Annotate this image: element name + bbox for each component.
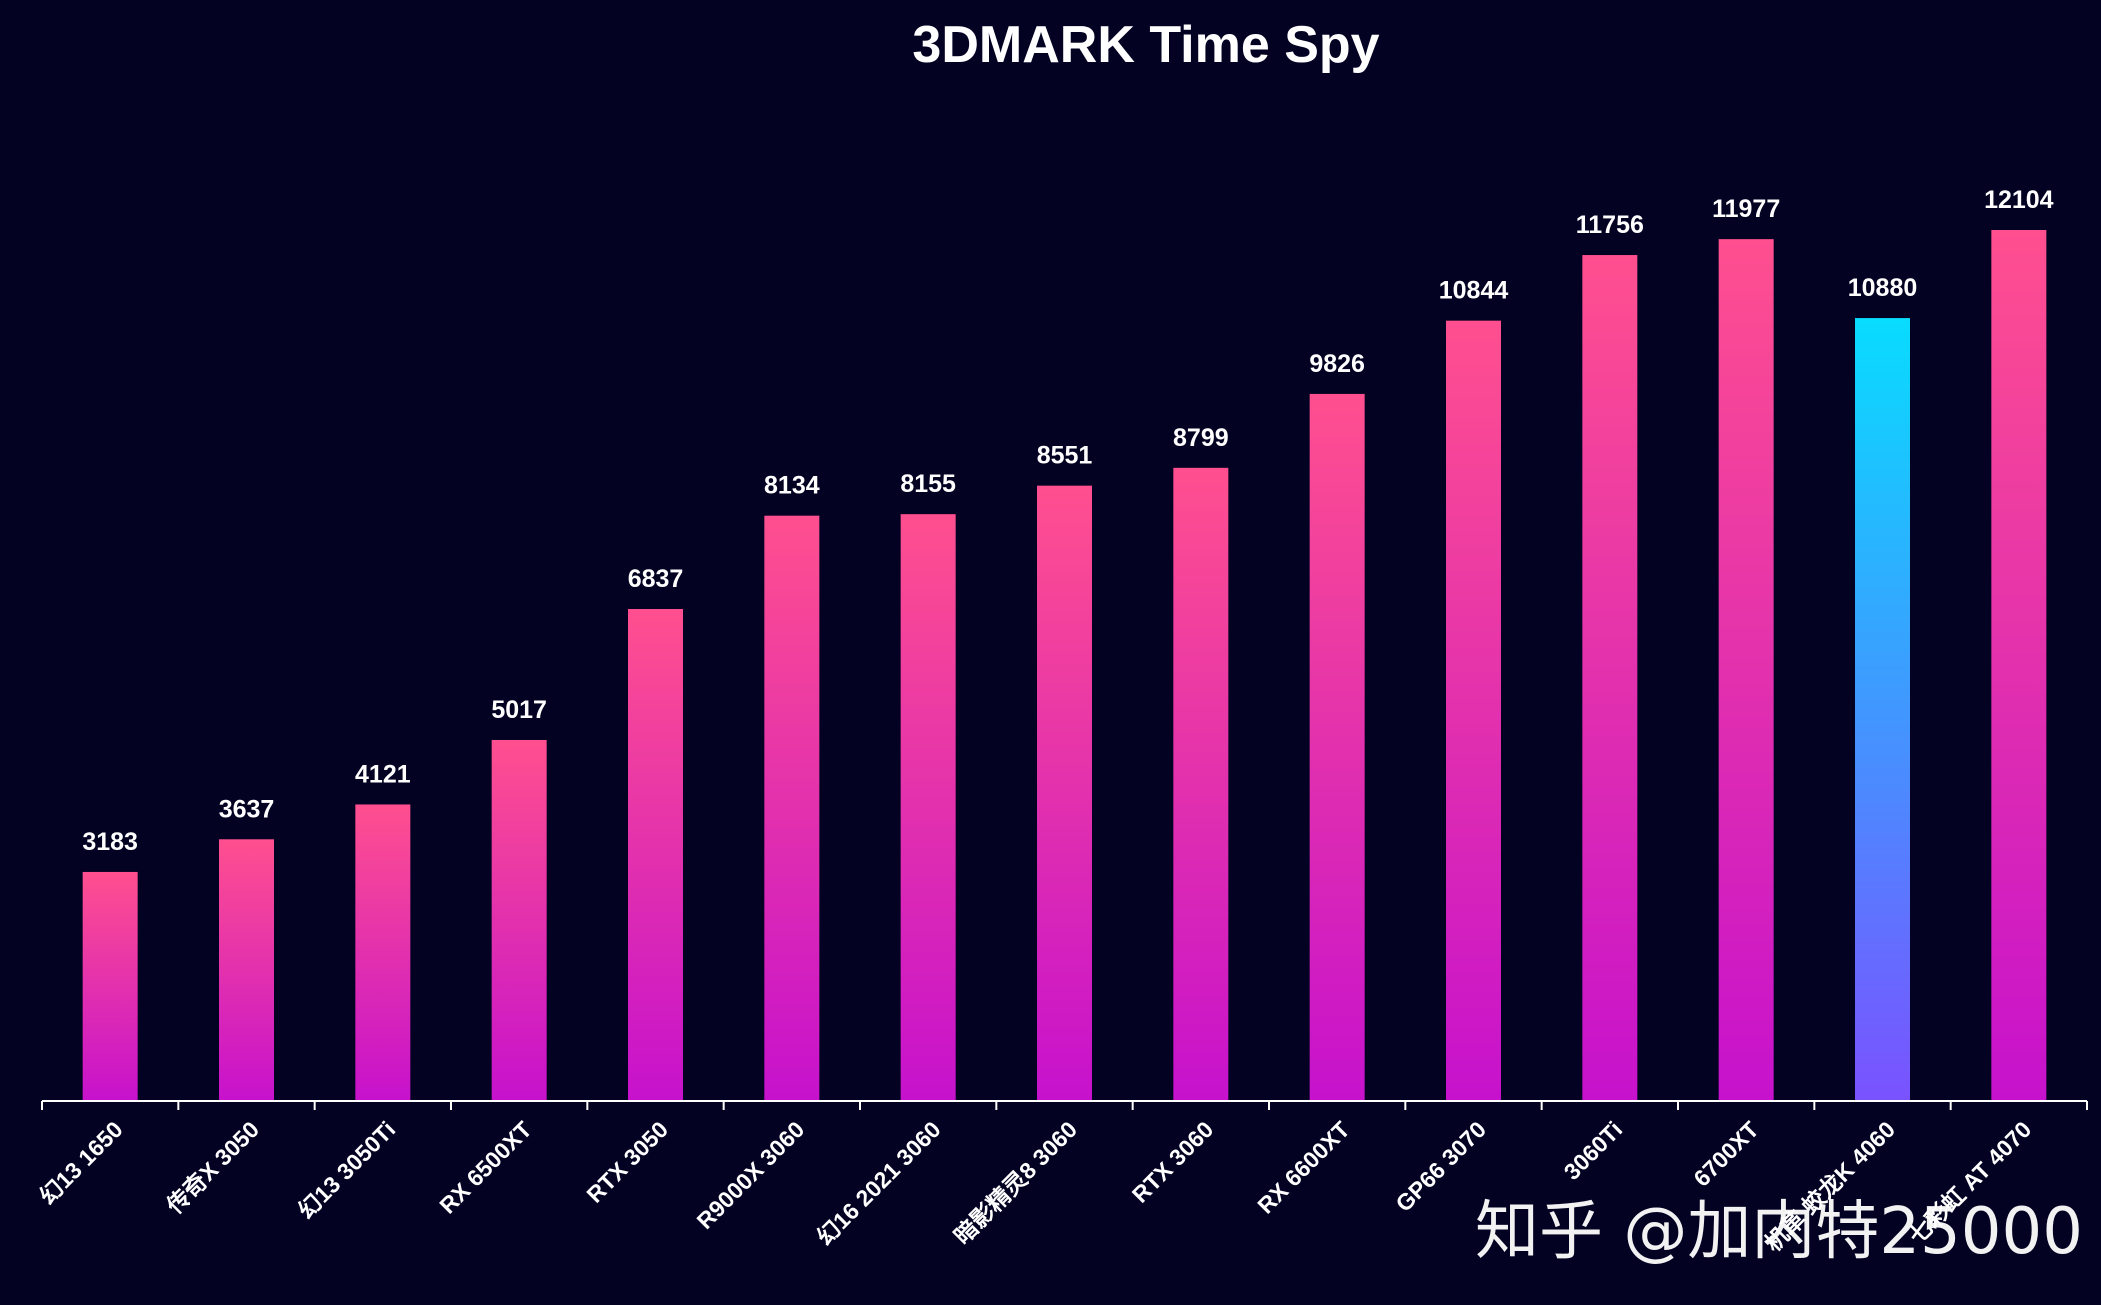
- data-label: 3183: [82, 828, 138, 856]
- x-axis-ticks: [41, 1101, 2088, 1110]
- bar: [355, 804, 411, 1101]
- bar: [1991, 230, 2047, 1101]
- category-label: RTX 3060: [1127, 1116, 1219, 1208]
- bars-group: [82, 230, 2047, 1102]
- bar: [1309, 393, 1365, 1101]
- bar: [491, 739, 547, 1101]
- data-label: 5017: [491, 696, 547, 724]
- bar: [1582, 255, 1638, 1101]
- data-label: 8155: [900, 470, 956, 498]
- data-label: 12104: [1984, 186, 2054, 214]
- category-label: 3060Ti: [1559, 1116, 1628, 1185]
- data-label: 9826: [1309, 350, 1365, 378]
- data-label: 8799: [1173, 424, 1229, 452]
- bar: [628, 609, 683, 1101]
- data-label: 8551: [1037, 442, 1093, 470]
- category-label: 幻13 3050Ti: [293, 1116, 401, 1224]
- category-label: 幻16 2021 3060: [812, 1116, 946, 1250]
- data-label: 11977: [1712, 195, 1780, 223]
- category-label: RX 6600XT: [1252, 1116, 1354, 1218]
- data-label: 10844: [1439, 277, 1509, 305]
- category-label: 传奇X 3050: [161, 1116, 264, 1219]
- category-label: 暗影精灵8 3060: [949, 1116, 1082, 1249]
- data-label: 11756: [1576, 211, 1644, 239]
- data-label: 8134: [764, 472, 820, 500]
- bar: [1037, 485, 1092, 1102]
- category-label: RX 6500XT: [434, 1116, 536, 1218]
- category-label: 幻13 1650: [34, 1116, 127, 1209]
- chart-title: 3DMARK Time Spy: [912, 16, 1379, 74]
- bar: [1173, 467, 1229, 1101]
- bar: [219, 839, 274, 1101]
- bar: [1855, 318, 1910, 1102]
- watermark: 知乎 @加内特25000: [1475, 1195, 2083, 1269]
- bar: [82, 871, 138, 1101]
- value-labels-group: 3183 3637 4121 5017 6837 8134 8155 8551 8799 9826…: [82, 186, 2053, 856]
- category-label: RTX 3050: [581, 1116, 673, 1208]
- bar: [1718, 239, 1774, 1101]
- data-label: 10880: [1848, 274, 1918, 302]
- category-label: R9000X 3060: [692, 1116, 810, 1234]
- data-label: 4121: [355, 760, 411, 788]
- bar: [764, 515, 820, 1101]
- data-label: 6837: [628, 565, 684, 593]
- data-label: 3637: [219, 795, 275, 823]
- bar: [1446, 320, 1501, 1101]
- bar: [900, 514, 956, 1101]
